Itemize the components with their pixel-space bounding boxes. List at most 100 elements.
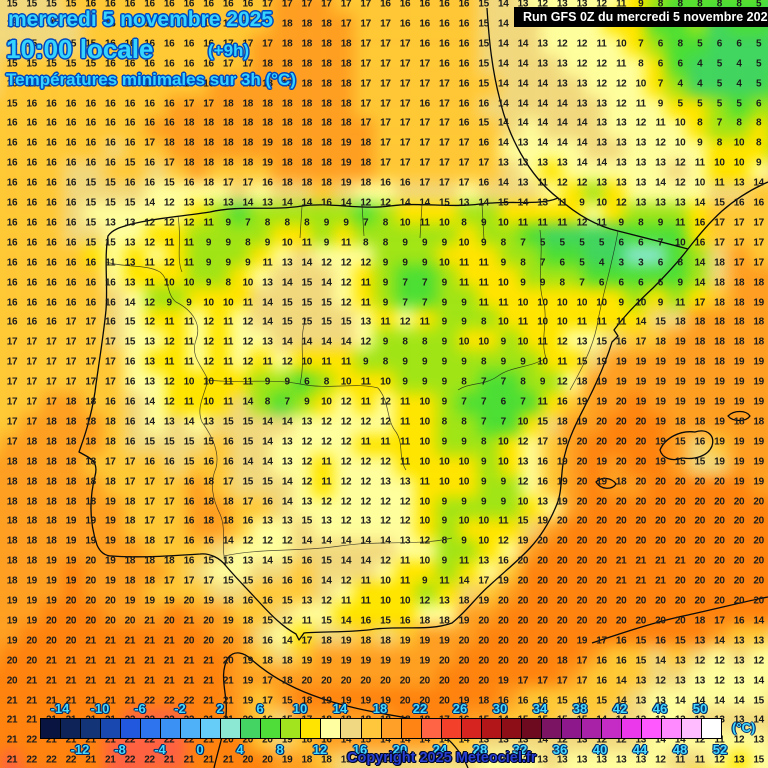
temperature-value: 19 (222, 615, 234, 627)
temperature-value: 16 (46, 237, 57, 249)
temperature-value: 17 (65, 316, 77, 328)
temperature-value: 11 (557, 356, 568, 368)
temperature-value: 11 (183, 336, 194, 348)
temperature-value: 5 (579, 257, 585, 269)
temperature-value: 14 (753, 714, 764, 726)
temperature-value: 13 (478, 734, 489, 746)
temperature-value: 4 (736, 78, 742, 90)
temperature-value: 17 (458, 177, 470, 189)
temperature-value: 14 (537, 98, 548, 109)
temperature-value: 12 (556, 734, 568, 746)
temperature-value: 13 (537, 197, 548, 209)
temperature-value: 13 (124, 257, 136, 269)
temperature-value: 12 (321, 436, 332, 448)
temperature-value: 14 (596, 714, 607, 726)
temperature-value: 20 (556, 555, 568, 567)
temperature-value: 11 (478, 257, 489, 269)
temperature-value: 20 (517, 555, 529, 567)
temperature-value: 18 (674, 416, 686, 428)
temperature-value: 18 (360, 137, 371, 149)
temperature-value: 20 (576, 555, 588, 567)
temperature-value: 20 (478, 635, 489, 647)
temperature-value: 9 (245, 257, 251, 269)
temperature-value: 19 (596, 476, 607, 488)
temperature-value: 20 (655, 476, 666, 488)
temperature-value: 18 (321, 78, 332, 90)
temperature-value: 6 (657, 257, 664, 269)
temperature-value: 14 (301, 336, 313, 348)
temperature-value: 14 (321, 277, 332, 289)
temperature-value: 18 (242, 635, 254, 647)
temperature-value: 16 (85, 277, 96, 289)
temperature-value: 10 (517, 336, 529, 348)
temperature-value: 9 (205, 257, 212, 269)
field-cell (20, 118, 42, 140)
temperature-value: 17 (46, 356, 57, 368)
temperature-value: 9 (480, 456, 487, 468)
temperature-value: 18 (85, 496, 96, 507)
temperature-value: 16 (399, 615, 411, 627)
temperature-value: 15 (281, 714, 293, 726)
temperature-value: 19 (655, 356, 666, 368)
temperature-value: 16 (537, 476, 548, 488)
temperature-value: 9 (480, 237, 487, 249)
temperature-value: 20 (635, 456, 647, 468)
temperature-value: 21 (203, 754, 214, 766)
temperature-value: 8 (677, 38, 683, 50)
temperature-value: 21 (674, 555, 686, 567)
temperature-value: 16 (419, 0, 430, 10)
temperature-value: 19 (753, 376, 764, 388)
temperature-value: 12 (399, 515, 411, 527)
temperature-value: 18 (222, 117, 234, 129)
temperature-value: 17 (399, 58, 411, 70)
temperature-value: 10 (419, 515, 430, 527)
temperature-value: 15 (104, 177, 116, 189)
temperature-value: 17 (360, 98, 371, 109)
temperature-value: 16 (65, 117, 77, 129)
temperature-value: 16 (380, 0, 391, 10)
temperature-value: 19 (419, 635, 430, 647)
temperature-value: 18 (714, 356, 725, 368)
temperature-value: 15 (163, 177, 175, 189)
temperature-value: 11 (458, 555, 469, 567)
temperature-value: 9 (441, 356, 448, 368)
temperature-value: 10 (537, 297, 548, 308)
temperature-value: 9 (441, 496, 448, 507)
temperature-value: 18 (733, 277, 745, 289)
temperature-value: 18 (556, 416, 568, 428)
temperature-value: 19 (340, 635, 352, 647)
temperature-value: 12 (615, 734, 627, 746)
temperature-value: 16 (6, 277, 18, 289)
temperature-value: 17 (26, 396, 37, 408)
temperature-value: 13 (104, 217, 116, 229)
temperature-value: 9 (441, 336, 448, 348)
temperature-value: 14 (497, 714, 509, 726)
temperature-value: 15 (674, 635, 686, 647)
temperature-value: 20 (537, 555, 548, 567)
temperature-value: 16 (183, 58, 195, 70)
temperature-value: 13 (655, 197, 666, 209)
temperature-value: 13 (281, 456, 293, 468)
temperature-value: 10 (517, 416, 529, 428)
temperature-value: 8 (461, 217, 467, 229)
temperature-value: 21 (85, 714, 96, 726)
temperature-value: 18 (65, 416, 77, 428)
temperature-value: 11 (183, 356, 194, 368)
temperature-value: 13 (281, 515, 293, 527)
temperature-value: 17 (517, 675, 529, 687)
temperature-value: 16 (65, 157, 77, 169)
temperature-value: 20 (6, 655, 18, 667)
temperature-value: 17 (360, 58, 371, 70)
temperature-value: 19 (714, 416, 725, 428)
field-cell (41, 139, 63, 161)
temperature-value: 16 (321, 197, 332, 209)
temperature-value: 17 (380, 38, 391, 50)
temperature-value: 17 (301, 635, 313, 647)
temperature-value: 14 (694, 257, 706, 269)
temperature-value: 15 (635, 655, 647, 667)
temperature-value: 11 (183, 316, 194, 328)
temperature-value: 21 (163, 754, 175, 766)
temperature-value: 14 (242, 456, 254, 468)
temperature-value: 18 (439, 615, 450, 627)
